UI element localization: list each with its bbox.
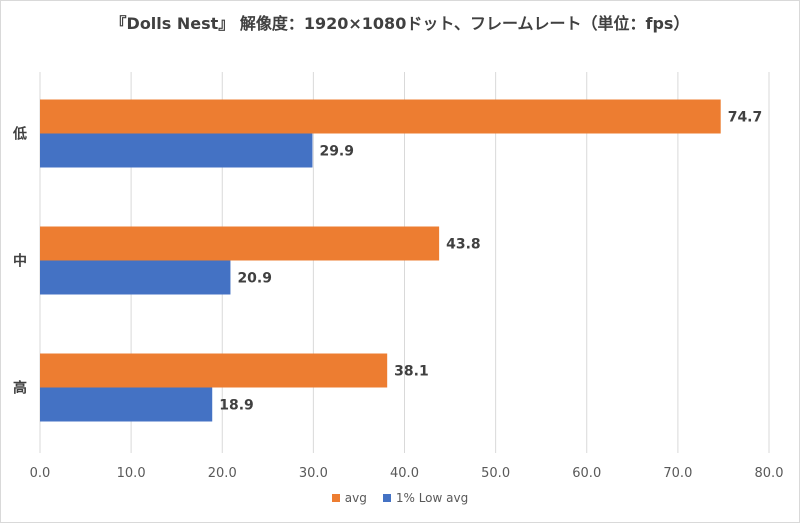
legend-item-avg: avg xyxy=(331,491,367,505)
x-tick-label: 20.0 xyxy=(208,466,237,481)
bar xyxy=(40,353,388,388)
x-tick-label: 10.0 xyxy=(117,466,146,481)
x-tick-label: 70.0 xyxy=(663,466,692,481)
data-label: 38.1 xyxy=(394,364,429,380)
bar xyxy=(40,260,231,295)
bar xyxy=(40,387,213,422)
bar xyxy=(40,226,440,261)
legend-label-avg: avg xyxy=(344,491,367,505)
x-tick-label: 30.0 xyxy=(299,466,328,481)
bar xyxy=(40,99,721,134)
x-tick-label: 60.0 xyxy=(572,466,601,481)
legend-item-1pct-low: 1% Low avg xyxy=(382,491,469,505)
x-tick-label: 40.0 xyxy=(390,466,419,481)
legend-label-1pct-low: 1% Low avg xyxy=(395,491,469,505)
data-label: 74.7 xyxy=(728,110,763,126)
data-label: 29.9 xyxy=(319,144,354,160)
x-tick-label: 0.0 xyxy=(30,466,51,481)
bar xyxy=(40,133,313,168)
x-tick-label: 80.0 xyxy=(755,466,784,481)
category-label: 高 xyxy=(13,380,27,397)
chart-title: 『Dolls Nest』 解像度：1920×1080ドット、フレームレート（単位… xyxy=(110,14,690,33)
category-label: 低 xyxy=(12,126,27,143)
data-label: 43.8 xyxy=(446,237,481,253)
legend: avg 1% Low avg xyxy=(0,491,800,505)
legend-swatch-1pct-low xyxy=(382,494,391,502)
x-tick-label: 50.0 xyxy=(481,466,510,481)
category-label: 中 xyxy=(13,253,27,270)
legend-swatch-avg xyxy=(331,494,340,502)
data-label: 18.9 xyxy=(219,398,254,414)
data-label: 20.9 xyxy=(237,271,272,287)
